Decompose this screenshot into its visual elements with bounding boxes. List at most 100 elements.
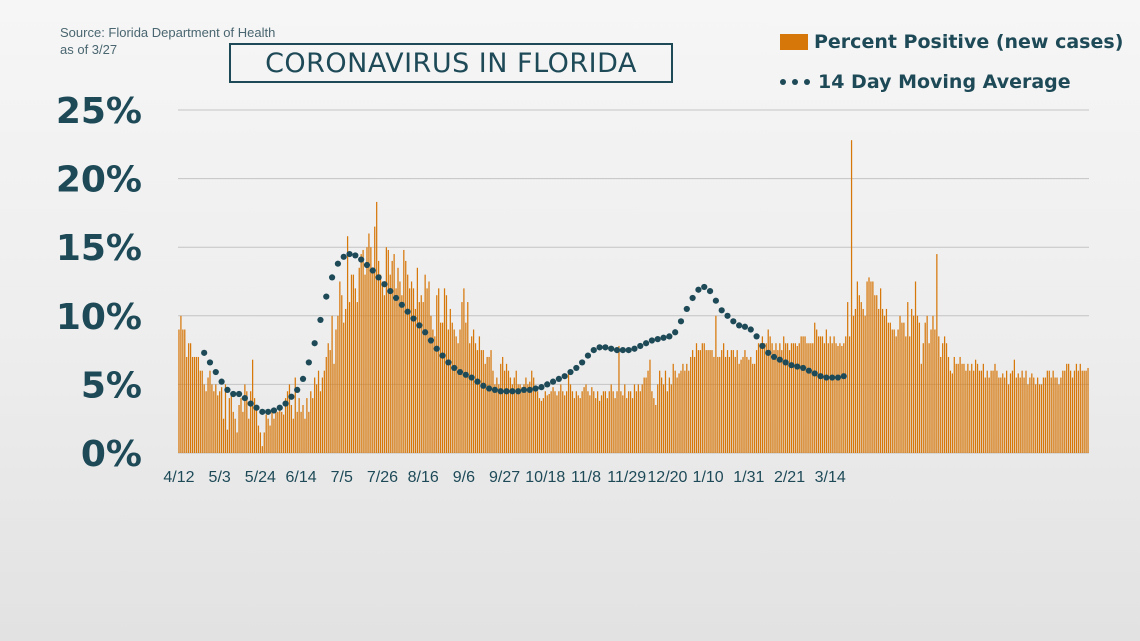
y-tick-label: 5% (81, 365, 142, 406)
bar (589, 395, 591, 453)
moving-average-point (247, 400, 254, 407)
moving-average-point (800, 364, 807, 372)
bar (211, 384, 213, 453)
bar (513, 377, 515, 453)
moving-average-point (218, 378, 225, 385)
bar (726, 350, 729, 453)
bar (523, 384, 525, 453)
moving-average-point (241, 395, 248, 402)
bar (467, 302, 469, 453)
bar (215, 384, 217, 453)
bar (736, 350, 738, 453)
moving-average-point (712, 297, 719, 304)
bar (819, 336, 822, 453)
bar (926, 315, 928, 453)
bar (901, 322, 903, 453)
bar (250, 391, 252, 453)
bar (629, 391, 632, 453)
chart-title-box: CORONAVIRUS IN FLORIDA (229, 43, 673, 83)
bar (674, 370, 676, 453)
bar (1044, 377, 1047, 453)
bar (184, 329, 186, 453)
bar (765, 343, 767, 453)
moving-average-point (230, 390, 237, 398)
bar (713, 356, 715, 453)
bar (626, 398, 628, 453)
moving-average-point (270, 407, 278, 414)
bar (641, 384, 643, 453)
bar (841, 345, 843, 453)
bar (604, 391, 607, 453)
moving-average-point (323, 293, 330, 300)
bar (1064, 370, 1066, 453)
moving-average-point (637, 342, 644, 350)
bar (655, 404, 657, 453)
moving-average-point (212, 368, 219, 376)
bar (721, 350, 723, 453)
bar (236, 432, 238, 453)
bar (271, 411, 273, 453)
bar (329, 350, 331, 453)
bar (980, 370, 983, 453)
bar (616, 391, 618, 453)
x-tick-label: 3/14 (815, 469, 846, 486)
bar (821, 336, 824, 453)
as-of-date: as of 3/27 (60, 42, 118, 57)
bar (653, 398, 655, 453)
bar (300, 411, 302, 453)
bar (424, 274, 426, 453)
bar (688, 370, 690, 453)
bar (393, 254, 395, 453)
moving-average-point (235, 390, 243, 398)
bar (383, 295, 386, 453)
moving-average-point (706, 288, 714, 295)
bar (643, 377, 645, 453)
bar (1077, 370, 1079, 453)
bar (891, 329, 893, 453)
bar (755, 350, 758, 453)
bar (304, 418, 306, 453)
bar (515, 370, 517, 453)
bar (538, 398, 541, 453)
bar (1004, 377, 1006, 453)
bar (796, 345, 798, 453)
bar (676, 377, 678, 453)
bar (327, 343, 329, 453)
bar (719, 356, 721, 453)
bar (207, 377, 209, 453)
moving-average-point (404, 308, 411, 315)
bar (659, 370, 661, 453)
bar (678, 373, 680, 453)
bar (880, 288, 882, 453)
bar (843, 343, 845, 453)
bar (637, 384, 639, 453)
moving-average-point (294, 386, 301, 393)
bar (810, 343, 812, 453)
moving-average-point (631, 345, 638, 352)
bar (583, 387, 585, 453)
bar (856, 281, 858, 453)
bar (862, 308, 864, 453)
bar (498, 384, 500, 453)
bar (1081, 370, 1083, 453)
bar (914, 281, 917, 453)
bar (1056, 377, 1058, 453)
moving-average-point (648, 337, 656, 344)
bar (409, 288, 411, 453)
bar (705, 350, 707, 453)
bar (684, 370, 686, 453)
bar (385, 247, 387, 453)
bar (895, 336, 897, 453)
moving-average-point (701, 283, 708, 291)
bar (620, 391, 622, 453)
bar (544, 391, 546, 453)
moving-average-point (392, 294, 400, 302)
bar (1054, 377, 1056, 453)
bar (587, 391, 589, 453)
bar (817, 336, 820, 453)
bar (525, 377, 527, 453)
bar (804, 336, 806, 453)
bar (412, 288, 415, 453)
bar (480, 350, 482, 453)
